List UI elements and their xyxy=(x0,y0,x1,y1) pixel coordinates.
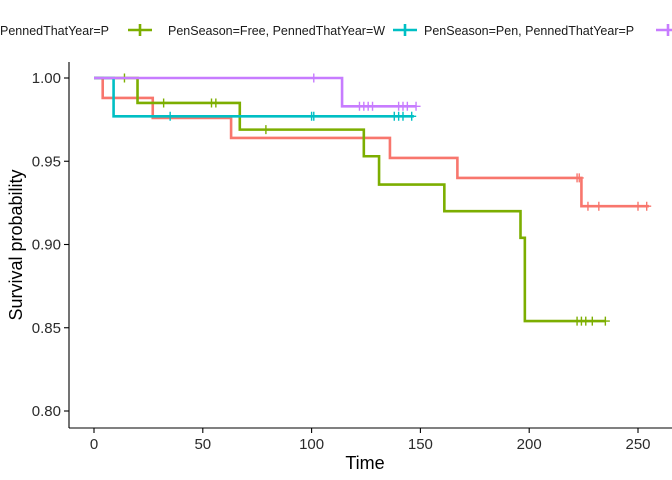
plot-area xyxy=(94,73,652,326)
censor-mark-1 xyxy=(633,201,643,211)
x-tick-label: 50 xyxy=(194,436,211,453)
censor-mark-1 xyxy=(594,201,604,211)
x-tick-label: 200 xyxy=(517,436,542,453)
censor-mark-2 xyxy=(600,316,610,326)
y-axis-ticks: 0.80 0.85 0.90 0.95 1.00 xyxy=(32,70,69,420)
legend-label-2: PenSeason=Free, PennedThatYear=W xyxy=(168,24,385,38)
censor-mark-1 xyxy=(642,201,652,211)
series-line-4 xyxy=(94,76,417,108)
y-tick-label: 1.00 xyxy=(32,70,61,87)
censor-mark-4 xyxy=(368,101,378,111)
censor-mark-2 xyxy=(261,125,271,135)
censor-mark-3 xyxy=(398,111,408,121)
x-tick-label: 250 xyxy=(625,436,650,453)
x-axis-title: Time xyxy=(345,453,384,473)
censor-mark-4 xyxy=(411,101,421,111)
y-tick-label: 0.90 xyxy=(32,237,61,254)
legend: PennedThatYear=P PenSeason=Free, PennedTh… xyxy=(0,24,672,38)
y-axis-title: Survival probability xyxy=(6,169,26,320)
censor-mark-1 xyxy=(583,201,593,211)
legend-label-3: PenSeason=Pen, PennedThatYear=P xyxy=(424,24,634,38)
x-tick-label: 0 xyxy=(90,436,98,453)
legend-key-3 xyxy=(393,24,417,36)
censor-mark-1 xyxy=(574,173,584,183)
censor-mark-2 xyxy=(211,98,221,108)
censor-mark-3 xyxy=(165,111,175,121)
censor-mark-2 xyxy=(159,98,169,108)
series-line-1 xyxy=(94,76,649,208)
series-line-2 xyxy=(94,76,606,323)
x-tick-label: 100 xyxy=(299,436,324,453)
legend-key-4 xyxy=(656,24,672,36)
censor-mark-4 xyxy=(309,73,319,83)
censor-mark-3 xyxy=(309,111,319,121)
x-tick-label: 150 xyxy=(408,436,433,453)
censor-mark-4 xyxy=(402,101,412,111)
legend-label-1: PennedThatYear=P xyxy=(0,24,109,38)
y-tick-label: 0.85 xyxy=(32,320,61,337)
y-tick-label: 0.95 xyxy=(32,153,61,170)
x-axis-ticks: 0 50 100 150 200 250 xyxy=(90,428,651,453)
legend-key-2 xyxy=(128,24,152,36)
censor-mark-3 xyxy=(407,111,417,121)
y-tick-label: 0.80 xyxy=(32,403,61,420)
censor-mark-2 xyxy=(587,316,597,326)
